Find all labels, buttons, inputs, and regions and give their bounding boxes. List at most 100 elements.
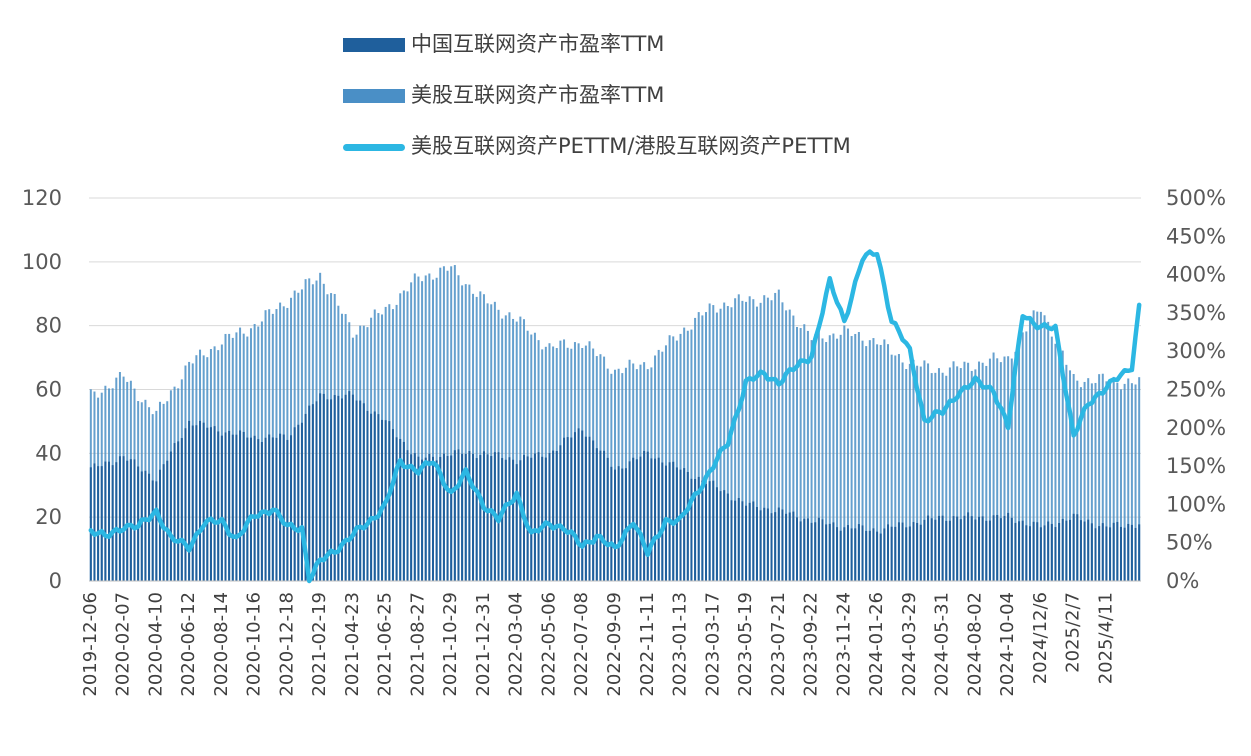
us-pe-bar [705, 312, 708, 581]
us-pe-bar [792, 315, 795, 581]
china-pe-bar [781, 509, 784, 581]
x-tick-label: 2020-10-16 [244, 592, 265, 697]
china-pe-bar [249, 437, 252, 581]
x-tick-label: 2024-05-31 [932, 592, 953, 697]
china-pe-bar [344, 394, 347, 581]
china-pe-bar [959, 519, 962, 581]
left-tick-label: 40 [35, 441, 62, 465]
china-pe-bar [581, 430, 584, 581]
us-pe-bar [923, 360, 926, 581]
china-pe-bar [140, 471, 143, 581]
china-pe-bar [530, 457, 533, 581]
us-pe-bar [814, 334, 817, 581]
china-pe-bar [231, 434, 234, 581]
china-pe-bar [563, 437, 566, 581]
us-pe-bar [522, 319, 525, 581]
china-pe-bar [370, 413, 373, 581]
right-tick-label: 300% [1166, 339, 1226, 363]
us-pe-bar [475, 296, 478, 581]
china-pe-bar [697, 476, 700, 581]
china-pe-bar [544, 457, 547, 581]
us-pe-bar [1054, 343, 1057, 581]
china-pe-bar [282, 434, 285, 581]
china-pe-bar [621, 468, 624, 581]
us-pe-bar [755, 306, 758, 581]
china-pe-bar [788, 512, 791, 581]
us-pe-bar [694, 317, 697, 581]
us-pe-bar [952, 361, 955, 581]
us-pe-bar [777, 289, 780, 581]
us-pe-bar [810, 340, 813, 581]
us-pe-bar [1098, 374, 1101, 581]
china-pe-bar [799, 521, 802, 581]
china-pe-bar [144, 470, 147, 581]
china-pe-bar [879, 533, 882, 581]
china-pe-bar [421, 459, 424, 581]
china-pe-bar [755, 506, 758, 581]
china-pe-bar [868, 530, 871, 581]
china-pe-bar [599, 450, 602, 581]
china-pe-bar [129, 459, 132, 581]
x-tick-label: 2023-07-21 [768, 592, 789, 697]
left-tick-label: 120 [22, 186, 62, 210]
china-pe-bar [548, 453, 551, 581]
us-pe-bar [679, 333, 682, 581]
china-pe-bar [1123, 527, 1126, 581]
x-tick-label: 2021-10-29 [440, 592, 461, 697]
us-pe-bar [828, 335, 831, 581]
china-pe-bar [719, 491, 722, 581]
china-pe-bar [814, 522, 817, 581]
china-pe-bar [635, 459, 638, 581]
china-pe-bar [115, 462, 118, 581]
china-pe-bar [122, 456, 125, 581]
china-pe-bar [686, 471, 689, 581]
china-pe-bar [927, 515, 930, 581]
x-tick-label: 2021-12-31 [473, 592, 494, 697]
china-pe-bar [712, 480, 715, 581]
china-pe-bar [475, 458, 478, 581]
china-pe-bar [1058, 523, 1061, 581]
us-pe-bar [752, 299, 755, 581]
china-pe-bar [832, 522, 835, 581]
china-pe-bar [297, 424, 300, 581]
china-pe-bar [723, 490, 726, 581]
us-pe-bar [927, 363, 930, 581]
china-pe-bar [461, 453, 464, 581]
us-pe-bar [668, 335, 671, 581]
china-pe-bar [1054, 527, 1057, 581]
china-pe-bar [322, 393, 325, 581]
x-tick-label: 2020-08-14 [211, 592, 232, 697]
china-pe-bar [730, 500, 733, 581]
x-tick-label: 2020-06-12 [178, 592, 199, 697]
china-pe-bar [206, 427, 209, 581]
china-pe-bar [774, 512, 777, 581]
china-pe-bar [679, 469, 682, 581]
china-pe-bar [566, 437, 569, 581]
china-pe-bar [293, 427, 296, 581]
x-tick-label: 2025/2/7 [1063, 592, 1084, 673]
china-pe-bar [290, 435, 293, 581]
china-pe-bar [639, 456, 642, 581]
china-pe-bar [708, 481, 711, 581]
x-tick-label: 2023-01-13 [670, 592, 691, 697]
us-pe-bar [850, 336, 853, 581]
china-pe-bar [482, 451, 485, 581]
china-pe-bar [348, 391, 351, 581]
x-tick-label: 2021-08-27 [407, 592, 428, 697]
china-pe-bar [628, 461, 631, 581]
us-pe-bar [1109, 381, 1112, 581]
us-pe-bar [901, 362, 904, 581]
us-pe-bar [1050, 336, 1053, 581]
us-pe-bar [1010, 358, 1013, 581]
china-pe-bar [1130, 524, 1133, 581]
china-pe-bar [690, 478, 693, 581]
china-pe-bar [366, 410, 369, 581]
china-pe-bar [1083, 521, 1086, 581]
china-pe-bar [311, 404, 314, 581]
x-tick-label: 2023-03-17 [702, 592, 723, 697]
china-pe-bar [126, 460, 129, 581]
right-tick-label: 250% [1166, 378, 1226, 402]
us-pe-bar [1105, 381, 1108, 581]
us-pe-bar [1014, 351, 1017, 581]
china-pe-bar [1098, 526, 1101, 581]
